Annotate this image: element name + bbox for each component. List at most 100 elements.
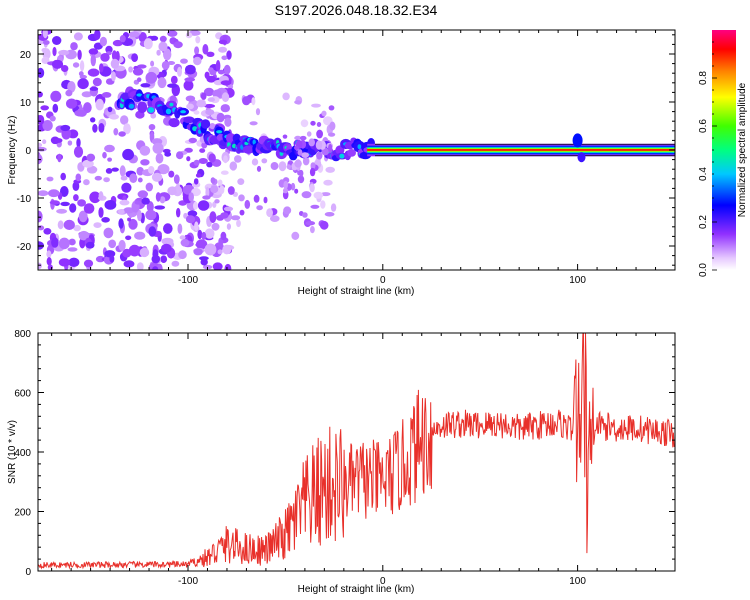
noise-blob: [46, 257, 52, 266]
spectrogram-xlabel: Height of straight line (km): [298, 286, 415, 297]
noise-blob: [204, 228, 215, 239]
noise-blob: [46, 250, 52, 258]
noise-blob: [197, 229, 203, 240]
noise-blob: [310, 204, 320, 209]
noise-blob: [145, 209, 157, 221]
noise-blob: [323, 179, 333, 186]
noise-blob: [49, 200, 60, 205]
noise-blob: [202, 257, 207, 263]
noise-blob: [183, 80, 194, 91]
noise-blob: [270, 215, 280, 223]
noise-blob: [212, 201, 217, 208]
noise-blob: [118, 218, 124, 229]
noise-blob: [109, 255, 115, 263]
noise-blob: [128, 244, 141, 257]
noise-blob: [72, 181, 80, 191]
trace-core: [216, 130, 223, 134]
trace-blob: [329, 121, 336, 131]
noise-blob: [98, 207, 104, 218]
noise-blob: [56, 208, 68, 214]
trace-blob: [283, 187, 288, 194]
noise-blob: [148, 124, 156, 131]
noise-blob: [291, 231, 300, 240]
snr-axes: -100 0 100 0 200 400 600 800: [14, 329, 676, 587]
trace-blob: [283, 180, 289, 190]
noise-blob: [158, 41, 168, 52]
noise-blob: [220, 231, 227, 241]
trace-blob: [306, 131, 312, 137]
noise-blob: [77, 199, 86, 207]
trace-blob: [242, 145, 255, 154]
noise-blob: [194, 46, 200, 55]
noise-blob: [300, 119, 309, 128]
noise-blob: [155, 192, 161, 202]
noise-blob: [222, 244, 232, 255]
noise-blob: [139, 247, 150, 258]
noise-blob: [214, 199, 220, 204]
noise-blob: [67, 247, 78, 252]
noise-blob: [253, 194, 260, 203]
noise-blob: [239, 209, 245, 216]
colorbar-label: Normalized spectral amplitude: [737, 82, 748, 217]
burst-blob: [572, 133, 583, 148]
y-tick-label: -10: [17, 194, 32, 205]
noise-blob: [52, 36, 62, 45]
noise-blob: [192, 181, 201, 188]
noise-blob: [176, 207, 181, 218]
noise-blob: [320, 192, 331, 197]
noise-blob: [67, 81, 76, 93]
noise-blob: [220, 104, 230, 113]
noise-blob: [143, 38, 153, 50]
noise-blob: [108, 239, 117, 249]
noise-blob: [202, 44, 209, 55]
trace-core: [252, 139, 256, 145]
noise-blob: [208, 153, 216, 163]
noise-blob: [132, 68, 144, 76]
noise-blob: [176, 151, 184, 160]
noise-blob: [203, 104, 216, 108]
noise-blob: [58, 258, 71, 267]
trace-blob: [294, 145, 299, 150]
noise-blob: [256, 205, 263, 211]
noise-blob: [58, 49, 70, 56]
noise-blob: [217, 179, 223, 186]
noise-blob: [229, 161, 238, 171]
noise-blob: [236, 219, 241, 228]
noise-blob: [98, 123, 105, 133]
noise-blob: [150, 60, 155, 67]
noise-blob: [78, 210, 88, 223]
noise-blob: [157, 77, 167, 89]
noise-blob: [121, 182, 132, 193]
noise-blob: [195, 173, 202, 178]
noise-blob: [224, 117, 232, 127]
noise-blob: [99, 63, 104, 73]
noise-blob: [83, 203, 95, 214]
noise-blob: [167, 186, 178, 196]
trace-blob: [299, 135, 307, 141]
noise-blob: [176, 181, 180, 194]
noise-blob: [128, 66, 134, 73]
noise-blob: [109, 114, 119, 120]
noise-blob: [150, 35, 159, 41]
noise-blob: [60, 186, 69, 197]
noise-blob: [83, 259, 94, 268]
noise-blob: [204, 243, 217, 256]
noise-blob: [118, 131, 126, 137]
noise-blob: [65, 89, 73, 97]
noise-blob: [125, 235, 132, 241]
noise-blob: [111, 71, 116, 82]
noise-blob: [164, 151, 172, 157]
noise-blob: [99, 36, 107, 47]
noise-blob: [309, 183, 315, 193]
noise-blob: [127, 217, 132, 222]
noise-blob: [123, 260, 135, 268]
trace-blob: [294, 188, 299, 194]
noise-blob: [195, 36, 201, 44]
spectrogram-ylabel: Frequency (Hz): [7, 116, 18, 185]
snr-ylabel: SNR (10 * v/v): [7, 420, 18, 484]
noise-blob: [70, 42, 78, 51]
trace-blob: [301, 152, 309, 159]
noise-blob: [188, 192, 194, 202]
noise-blob: [209, 69, 217, 76]
